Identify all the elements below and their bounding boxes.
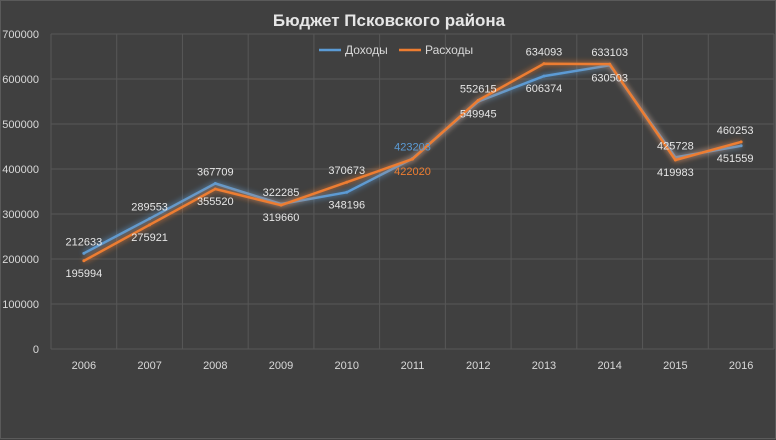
data-point [739, 144, 743, 148]
data-point [542, 74, 546, 78]
data-point [411, 157, 414, 161]
legend-label-1: Расходы [425, 43, 473, 57]
legend-label-0: Доходы [345, 43, 388, 57]
x-tick-label: 2015 [663, 360, 687, 372]
y-tick-label: 500000 [2, 119, 39, 131]
data-label: 630503 [591, 72, 628, 84]
x-tick-label: 2012 [466, 360, 490, 372]
y-tick-label: 600000 [2, 74, 39, 86]
data-point [148, 223, 152, 227]
data-label: 552615 [460, 83, 497, 95]
data-point [345, 190, 349, 194]
data-point [345, 180, 349, 184]
data-label: 212633 [66, 236, 103, 248]
data-label: 355520 [197, 196, 234, 208]
data-point [739, 140, 743, 144]
y-tick-label: 400000 [2, 164, 39, 176]
data-label: 425728 [657, 140, 694, 152]
data-label: 460253 [717, 125, 754, 137]
data-label: 370673 [328, 165, 365, 177]
data-label: 195994 [66, 268, 103, 280]
data-label: 275921 [131, 232, 168, 244]
x-tick-label: 2016 [729, 360, 753, 372]
data-label: 367709 [197, 167, 234, 179]
data-point [476, 98, 480, 102]
data-label: 319660 [263, 212, 300, 224]
data-label: 348196 [328, 199, 365, 211]
y-tick-label: 0 [33, 344, 39, 356]
data-label: 422020 [394, 166, 431, 178]
data-label: 549945 [460, 109, 497, 121]
x-tick-label: 2011 [401, 360, 425, 372]
data-label: 633103 [591, 47, 628, 59]
data-label: 289553 [131, 202, 168, 214]
data-point [82, 259, 86, 263]
data-point [673, 158, 677, 162]
data-point [542, 62, 546, 66]
data-point [148, 217, 152, 221]
data-label: 419983 [657, 167, 694, 179]
y-tick-label: 100000 [2, 299, 39, 311]
x-tick-label: 2010 [335, 360, 359, 372]
data-label: 606374 [526, 83, 563, 95]
y-tick-label: 200000 [2, 254, 39, 266]
x-tick-label: 2006 [72, 360, 96, 372]
data-point [279, 203, 283, 207]
x-tick-label: 2014 [597, 360, 621, 372]
data-label: 322285 [263, 187, 300, 199]
data-label: 423203 [394, 142, 431, 154]
y-tick-label: 700000 [2, 29, 39, 41]
x-tick-label: 2009 [269, 360, 293, 372]
data-point [213, 182, 217, 186]
data-label: 451559 [717, 153, 754, 165]
x-tick-label: 2008 [203, 360, 227, 372]
data-point [213, 187, 217, 191]
y-tick-label: 300000 [2, 209, 39, 221]
chart-title: Бюджет Псковского района [272, 11, 506, 30]
data-point [82, 251, 86, 255]
data-point [608, 62, 612, 66]
x-tick-label: 2013 [532, 360, 556, 372]
data-label: 634093 [526, 47, 563, 59]
x-tick-label: 2007 [137, 360, 161, 372]
